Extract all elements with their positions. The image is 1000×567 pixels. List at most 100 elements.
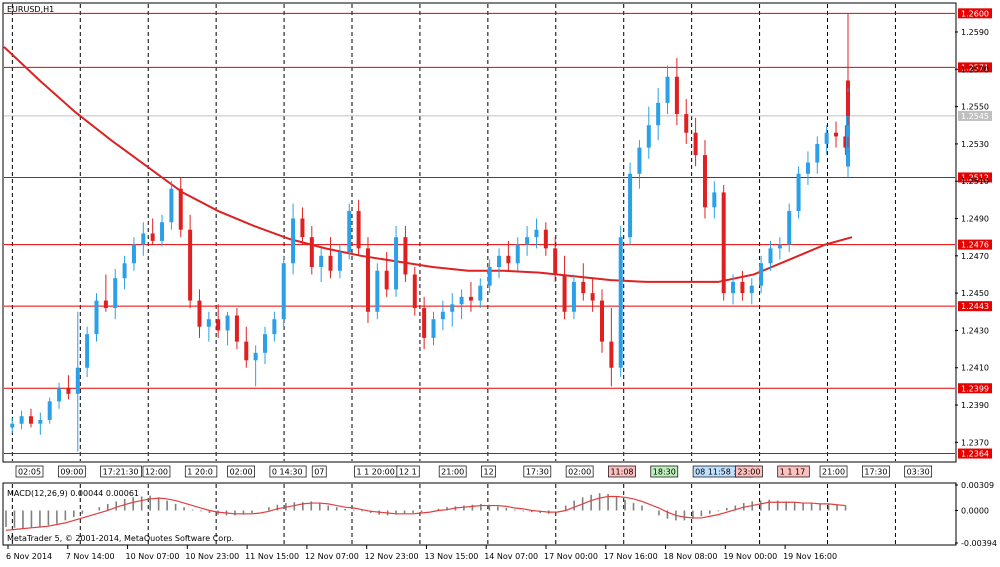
time-marker-box (862, 465, 890, 478)
candle-body (169, 188, 174, 223)
price-tick-label: 1.2370 (961, 438, 989, 447)
candle-body (375, 270, 380, 312)
time-marker-label: 02:05 (18, 468, 41, 477)
candle-body (599, 300, 604, 342)
time-marker-box (735, 465, 763, 478)
price-tick-label: 1.2530 (961, 140, 989, 149)
time-marker-label: 03:30 (907, 468, 930, 477)
candle-body (618, 237, 623, 368)
candle-body (768, 248, 773, 264)
time-tick-label: 12 Nov 23:00 (365, 552, 419, 561)
macd-axis: 0.00309 0.0000 -0.00394 (955, 481, 997, 548)
candle-body (571, 281, 576, 312)
time-marker-label: 21:00 (441, 468, 464, 477)
time-marker-label: 08 11:58 :55 (695, 468, 746, 477)
candle-body (216, 319, 221, 331)
level-label: 1.2476 (961, 241, 989, 250)
candle-body (759, 263, 764, 286)
candle-body (478, 285, 483, 301)
current-price-box (958, 110, 992, 121)
candle-body (553, 248, 558, 275)
level-label-box (958, 301, 992, 312)
time-tick-label: 19 Nov 16:00 (783, 552, 837, 561)
candle-body (805, 162, 810, 174)
candle-body (487, 267, 492, 286)
time-tick-label: 11 Nov 15:00 (245, 552, 299, 561)
time-marker-label: 1 20:0 (187, 468, 213, 477)
candle-body (356, 211, 361, 249)
candle-body (188, 229, 193, 301)
moving-average-line (3, 46, 853, 283)
candle-body (122, 263, 127, 279)
candle-body (244, 341, 249, 361)
candle-body (141, 233, 146, 245)
price-tick-label: 1.2430 (961, 326, 989, 335)
time-marker-box (523, 465, 552, 478)
time-marker-label: 18:30 (653, 468, 676, 477)
candle-body (103, 300, 108, 309)
candle-body (431, 319, 436, 338)
candle-body (365, 248, 370, 312)
candle-body (665, 76, 670, 103)
price-tick-label: 1.2450 (961, 289, 989, 298)
time-marker-label: 12:00 (145, 468, 168, 477)
level-label-box (958, 8, 992, 19)
time-marker-box (481, 465, 496, 478)
candle-body (497, 255, 502, 268)
candle-body (468, 296, 473, 301)
candle-body (234, 315, 239, 342)
candle-body (656, 102, 661, 126)
candle-body (328, 255, 333, 271)
time-marker-box (904, 465, 933, 478)
candle-body (721, 192, 726, 294)
time-marker-label: 23:00 (737, 468, 760, 477)
candle-body (28, 416, 33, 424)
time-marker-label: 02:00 (230, 468, 253, 477)
current-price-line: 1.2545 (4, 110, 992, 121)
level-label: 1.2512 (961, 173, 989, 182)
time-tick-label: 7 Nov 14:00 (66, 552, 115, 561)
candle-body (347, 211, 352, 253)
time-marker-label: 11:08 (610, 468, 633, 477)
candle-body (609, 341, 614, 368)
candle-body (712, 192, 717, 208)
time-marker-box (100, 465, 142, 478)
time-marker-box (15, 465, 44, 478)
candle-body (160, 222, 165, 241)
candle-body (843, 136, 848, 148)
level-label-box (958, 448, 992, 459)
time-marker-box (57, 465, 86, 478)
time-marker-label: 12 (484, 468, 494, 477)
candle-body (534, 229, 539, 238)
candle-body (824, 132, 829, 144)
candle-body (197, 300, 202, 327)
price-pane-border (2, 2, 957, 463)
time-tick-label: 13 Nov 15:00 (424, 552, 478, 561)
level-label-box (958, 172, 992, 183)
time-marker-box (650, 465, 679, 478)
time-marker-box (819, 465, 848, 478)
level-label-box (958, 239, 992, 250)
candle-body (422, 308, 427, 338)
price-tick-label: 1.2590 (961, 28, 989, 37)
time-marker-label: 02:00 (568, 468, 591, 477)
time-marker-box (396, 465, 420, 478)
level-label-box (958, 383, 992, 394)
time-marker-strip: 02:05 09:00 17:21:30 12:00 1 20:0 02:00 0 14:3… (15, 465, 933, 478)
time-tick-label: 19 Nov 00:00 (723, 552, 777, 561)
candle-body (674, 76, 679, 115)
price-tick-label: 1.2550 (961, 103, 989, 112)
candle-body (10, 423, 15, 428)
time-tick-label: 18 Nov 08:00 (664, 552, 718, 561)
time-tick-label: 17 Nov 16:00 (604, 552, 658, 561)
price-tick-label: 1.2510 (961, 177, 989, 186)
time-marker-label: 07 (314, 468, 324, 477)
price-tick-label: 1.2570 (961, 65, 989, 74)
candle-body (815, 143, 820, 163)
candle-body (403, 237, 408, 275)
candle-body (796, 173, 801, 212)
macd-title: MACD(12,26,9) 0.00044 0.00061 (7, 489, 139, 498)
candle-body (459, 296, 464, 305)
candle-body (834, 132, 839, 137)
